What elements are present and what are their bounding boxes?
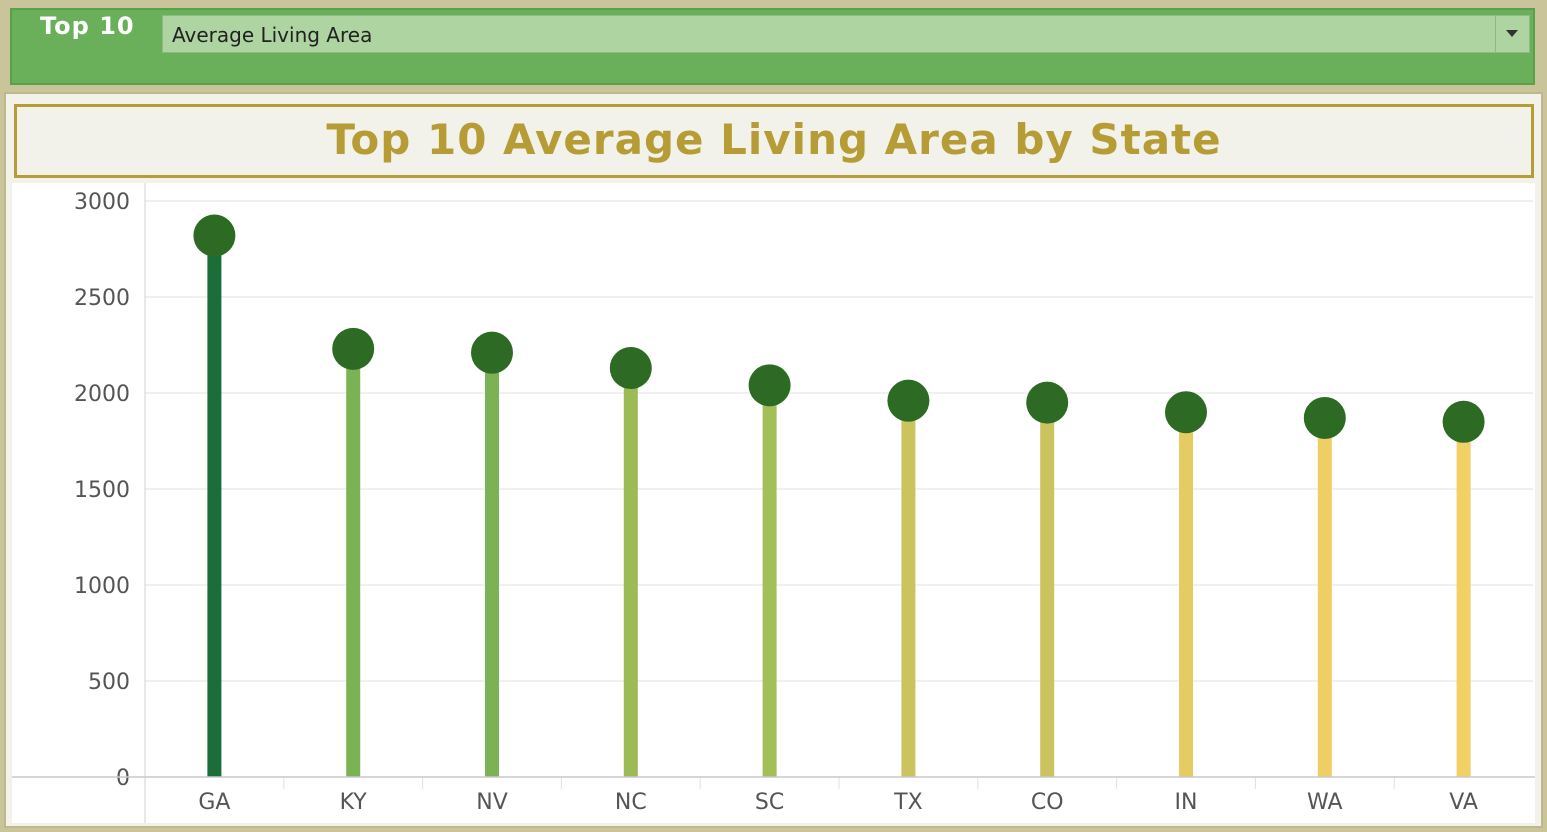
measure-dropdown[interactable]: Average Living Area	[162, 15, 1530, 53]
dropdown-toggle-button[interactable]	[1495, 16, 1529, 52]
filter-bar: Top 10 Average Living Area	[10, 8, 1535, 85]
lollipop-marker[interactable]	[609, 347, 652, 390]
chart-title-box: Top 10 Average Living Area by State	[14, 104, 1534, 178]
x-tick-label: VA	[1449, 790, 1478, 815]
lollipop-marker[interactable]	[887, 379, 930, 422]
lollipop-marker[interactable]	[1026, 381, 1069, 424]
x-tick-label: TX	[893, 790, 923, 815]
filter-label: Top 10	[40, 12, 135, 40]
y-tick-label: 0	[116, 766, 130, 791]
lollipop-marker[interactable]	[1303, 396, 1346, 439]
x-tick-label: KY	[340, 790, 368, 815]
lollipop-marker[interactable]	[471, 331, 513, 374]
y-tick-label: 1000	[74, 574, 130, 599]
lollipop-marker[interactable]	[332, 327, 375, 370]
x-tick-label: NV	[476, 790, 508, 815]
chart-marks	[193, 214, 1485, 777]
x-tick-label: WA	[1307, 790, 1343, 815]
x-tick-label: IN	[1175, 790, 1198, 815]
y-tick-label: 1500	[74, 478, 130, 503]
x-tick-label: GA	[198, 790, 230, 815]
lollipop-chart: 0 500 1000 1500 2000 2500 3000 GA KY NV NC SC TX CO I…	[12, 183, 1535, 823]
x-tick-label: SC	[755, 790, 784, 815]
y-tick-label: 500	[88, 670, 130, 695]
x-tick-label: CO	[1031, 790, 1064, 815]
y-axis-ticks: 0 500 1000 1500 2000 2500 3000	[74, 190, 130, 791]
lollipop-marker[interactable]	[193, 214, 236, 257]
lollipop-marker[interactable]	[1442, 400, 1485, 443]
grid-lines	[145, 200, 1533, 682]
y-tick-label: 2000	[74, 382, 130, 407]
chevron-down-icon	[1506, 30, 1518, 37]
lollipop-marker[interactable]	[1165, 391, 1207, 434]
x-axis-ticks: GA KY NV NC SC TX CO IN WA VA	[198, 777, 1478, 815]
measure-dropdown-value: Average Living Area	[172, 23, 373, 47]
chart-title: Top 10 Average Living Area by State	[326, 115, 1222, 164]
y-tick-label: 3000	[74, 190, 130, 215]
x-tick-label: NC	[615, 790, 647, 815]
lollipop-marker[interactable]	[748, 364, 791, 407]
y-tick-label: 2500	[74, 286, 130, 311]
